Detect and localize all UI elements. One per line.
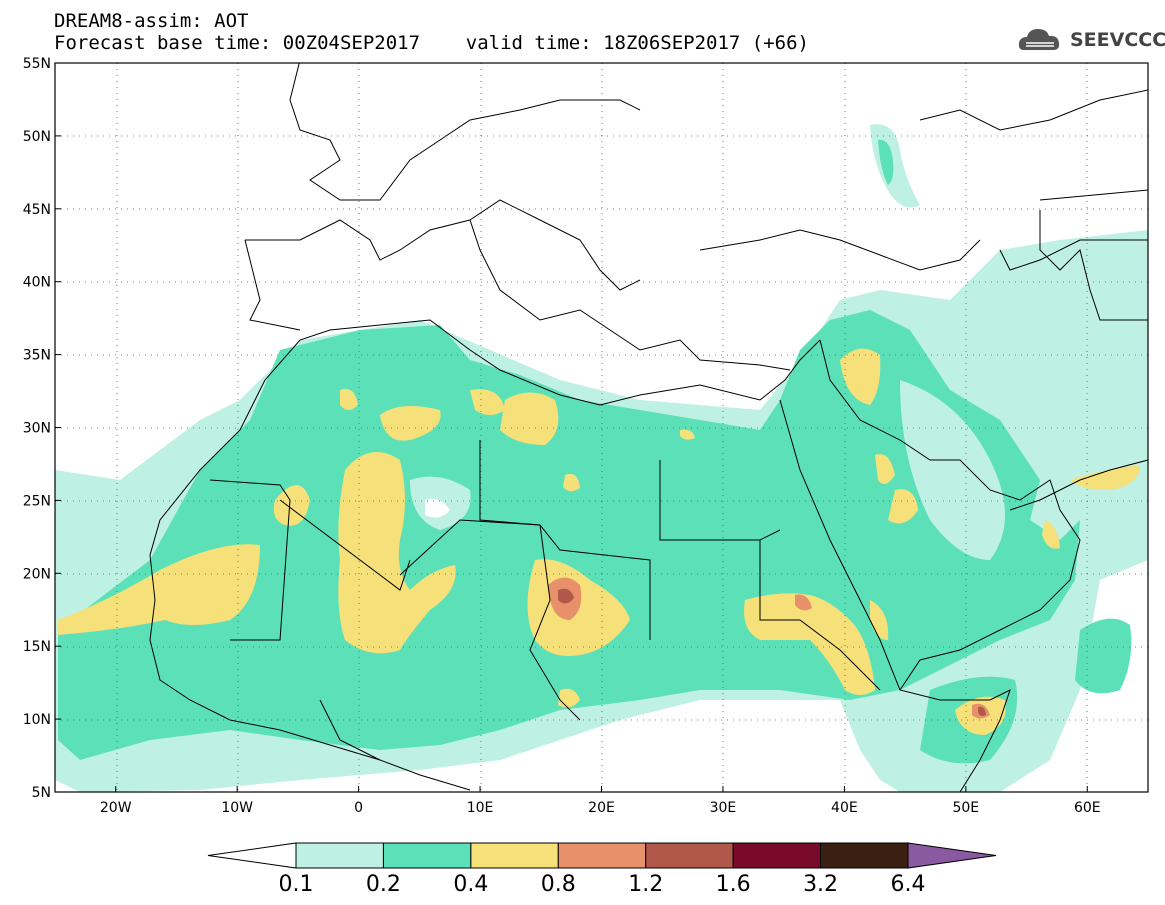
lon-tick-label: 0 — [354, 800, 363, 816]
colorbar-swatch — [295, 842, 384, 869]
colorbar-swatch — [382, 842, 472, 869]
lat-tick-label: 10N — [23, 712, 51, 728]
aot-band-0-4-iraq — [840, 348, 881, 405]
colorbar-swatch — [645, 842, 734, 869]
aot-band-1-2-somalia — [978, 706, 986, 716]
longitude-axis: 20W 10W 0 10E 20E 30E 40E 50E 60E — [100, 786, 1101, 816]
colorbar-label: 1.2 — [628, 872, 664, 897]
aot-band-0-4-morocco — [340, 389, 358, 410]
aot-light-patch-arabia — [900, 380, 1005, 560]
aot-band-0-4-north-algeria — [380, 406, 441, 441]
lat-tick-label: 40N — [23, 275, 51, 291]
colorbar-swatch — [732, 842, 822, 869]
aot-band-0-4-west — [58, 544, 260, 635]
lat-tick-label: 50N — [23, 129, 51, 145]
colorbar-label: 6.4 — [890, 872, 926, 897]
aot-band-0-2-north — [878, 139, 894, 185]
lon-tick-label: 10E — [467, 800, 494, 816]
colorbar-swatch — [557, 842, 647, 869]
lon-tick-label: 10W — [221, 800, 253, 816]
aot-band-0-4-arabia-2 — [888, 489, 918, 524]
lon-tick-label: 20E — [588, 800, 615, 816]
colorbar-label: 0.4 — [453, 872, 489, 897]
lat-tick-label: 5N — [32, 785, 51, 801]
seevccc-logo: SEEVCCC — [1018, 24, 1165, 56]
cloud-logo-icon — [1018, 29, 1060, 50]
colorbar-swatch — [470, 842, 559, 869]
lon-tick-label: 50E — [952, 800, 979, 816]
colorbar-label: 1.6 — [715, 872, 751, 897]
aot-band-0-4-oman — [1042, 520, 1060, 549]
aot-band-0-4-tunisia — [470, 389, 505, 415]
forecast-time-line: Forecast base time: 00Z04SEP2017 valid t… — [54, 32, 809, 54]
lat-tick-label: 30N — [23, 421, 51, 437]
lat-tick-label: 45N — [23, 202, 51, 218]
lat-tick-label: 35N — [23, 348, 51, 364]
map-grid — [55, 63, 1148, 792]
aot-band-0-4-arabia-1 — [875, 454, 895, 484]
lon-tick-label: 20W — [100, 800, 132, 816]
coastlines — [149, 63, 1148, 792]
aot-band-0-8-sudan — [795, 594, 812, 611]
latitude-axis: 5N 10N 15N 20N 25N 30N 35N 40N 45N 50N 55N — [23, 56, 61, 801]
logo-text: SEEVCCC — [1070, 29, 1165, 51]
lat-tick-label: 25N — [23, 493, 51, 509]
lat-tick-label: 20N — [23, 566, 51, 582]
aot-band-0-4-sahara — [338, 452, 456, 654]
lon-tick-label: 60E — [1074, 800, 1101, 816]
colorbar-label: 0.1 — [278, 872, 314, 897]
lon-tick-label: 30E — [710, 800, 737, 816]
colorbar-label: 0.8 — [540, 872, 576, 897]
aot-band-0-2-east — [1075, 618, 1132, 694]
aot-band-0-4-egypt — [680, 429, 695, 440]
colorbar-over-triangle — [907, 842, 997, 869]
aot-band-1-2-chad — [558, 588, 574, 604]
aot-band-0-4-small — [563, 473, 580, 492]
aot-band-0-4-libya — [500, 392, 559, 445]
colorbar — [207, 842, 997, 869]
aot-band-0-1-east — [1095, 384, 1148, 460]
colorbar-label: 0.2 — [365, 872, 401, 897]
lat-tick-label: 15N — [23, 639, 51, 655]
aot-shading — [55, 63, 1148, 792]
map-title: DREAM8-assim: AOT — [54, 10, 249, 32]
colorbar-swatch — [820, 842, 909, 869]
aot-band-0-4-sudan — [744, 593, 875, 695]
colorbar-label: 3.2 — [803, 872, 839, 897]
lat-tick-label: 55N — [23, 56, 51, 72]
lon-tick-label: 40E — [831, 800, 858, 816]
aot-band-0-4-pakistan — [1070, 465, 1140, 490]
aot-clear-patch — [425, 498, 450, 518]
colorbar-under-triangle — [207, 842, 297, 869]
